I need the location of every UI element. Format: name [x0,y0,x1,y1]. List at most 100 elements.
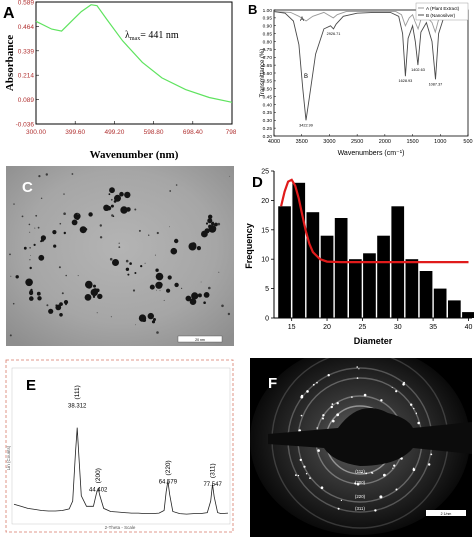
diffraction-spot [380,399,383,402]
nanoparticle [75,216,80,220]
scale-bar [426,510,466,516]
nanoparticle [208,224,212,229]
diffraction-spot [428,463,431,466]
nanoparticle [200,281,202,283]
nanoparticle [196,246,201,251]
nanoparticle [134,208,137,211]
xrd-chart: E 38.312 (111) 44.402 (200) 64.579 (220) 77.54… [5,359,234,533]
diffraction-spot [336,402,339,405]
diffraction-spot [356,377,359,379]
y-tick-label: 0.95 [263,16,273,22]
nanoparticle [48,308,54,314]
diffraction-spot [327,374,330,377]
nanoparticle [61,292,64,295]
nanoparticle [29,296,34,301]
nanoparticle [124,191,131,199]
plot-frame [273,9,469,137]
x-axis-label: Diameter [354,336,393,346]
y-tick-label: 0.589 [18,0,35,7]
nanoparticle [211,222,215,226]
histogram-bar [462,312,474,318]
diffraction-spot [316,427,318,429]
nanoparticle [10,275,12,277]
x-tick-label: 15 [288,324,296,331]
nanoparticle [159,290,161,292]
nanoparticle [30,255,31,256]
nanoparticle [151,320,156,324]
nanoparticle [63,212,66,215]
histogram-bar [320,235,334,318]
nanoparticle [13,203,15,205]
histogram-bar [363,253,376,318]
panel-d-label: D [252,174,263,191]
panel-a-uv-vis: A 0.589 0.464 0.339 0.214 0.089 -0.036 300.00… [0,0,236,175]
nanoparticle [99,236,103,239]
nanoparticle [129,262,132,265]
nanoparticle [58,266,61,269]
y-tick-label: 0.50 [263,87,273,93]
nanoparticle [217,222,221,226]
nanoparticle-cluster [9,173,231,337]
nanoparticle [114,194,121,202]
nanoparticle [170,247,178,255]
y-tick-label: 0.25 [263,126,273,132]
nanoparticle [214,222,218,227]
y-tick-label: 0.464 [18,24,35,31]
histogram-bar [433,288,447,318]
nanoparticle [156,331,159,334]
nanoparticle [205,222,209,225]
peak-label: 3422.99 [299,123,313,127]
nanoparticle [86,282,93,289]
y-tick-label: 0.35 [263,110,273,116]
peak-hkl-label: (220) [165,460,172,475]
nanoparticle [114,200,117,203]
nanoparticle [25,278,33,287]
nanoparticle [28,223,31,226]
histogram-bar [448,300,461,318]
nanoparticle [29,231,31,233]
panel-c-tem: C 20 nm [0,166,236,351]
nanoparticle [169,190,172,192]
nanoparticle [201,230,208,238]
nanoparticle [59,313,63,317]
nanoparticle [63,300,69,305]
peak-value-label: 77.547 [203,482,222,488]
y-tick-label: 0.30 [263,118,273,124]
x-tick-label: 3500 [296,139,308,145]
beam-stop [268,408,472,466]
x-tick-label: 499.20 [104,129,124,136]
diffraction-spot [412,468,416,471]
y-tick-label: 0.40 [263,102,273,108]
nanoparticle [36,291,41,296]
y-axis-label: Transmittance (%) [260,49,266,98]
nanoparticle [155,272,164,281]
nanoparticle [96,312,98,314]
panel-e-label: E [26,377,36,394]
panel-b-label: B [248,2,257,17]
panel-c-label: C [22,179,33,196]
diffraction-spot [316,381,318,384]
nanoparticle [125,267,130,271]
y-tick-label: 15 [261,227,269,234]
nanoparticle [37,226,40,229]
peak-value-label: 44.402 [89,487,108,493]
x-tick-label: 25 [358,324,366,331]
y-tick-label: 0.214 [18,73,35,80]
panel-f-saed: F (111) (200) (220) (311) 2 1/nm [238,358,474,537]
diffraction-spot [300,395,304,399]
nanoparticle [189,298,197,305]
y-tick-label: 0 [265,316,269,323]
nanoparticle [110,198,113,201]
diffraction-spots [286,366,433,512]
nanoparticle [71,219,78,226]
nanoparticle [156,289,157,291]
ring-label-111: (111) [355,469,365,474]
diffraction-spot [298,429,301,432]
nanoparticle [156,231,159,235]
nanoparticle [135,324,136,326]
nanoparticle [154,254,156,256]
nanoparticle [93,284,96,288]
y-axis-label: Absorbance [4,35,16,91]
diffraction-spot [392,467,394,469]
nanoparticle [109,187,115,194]
